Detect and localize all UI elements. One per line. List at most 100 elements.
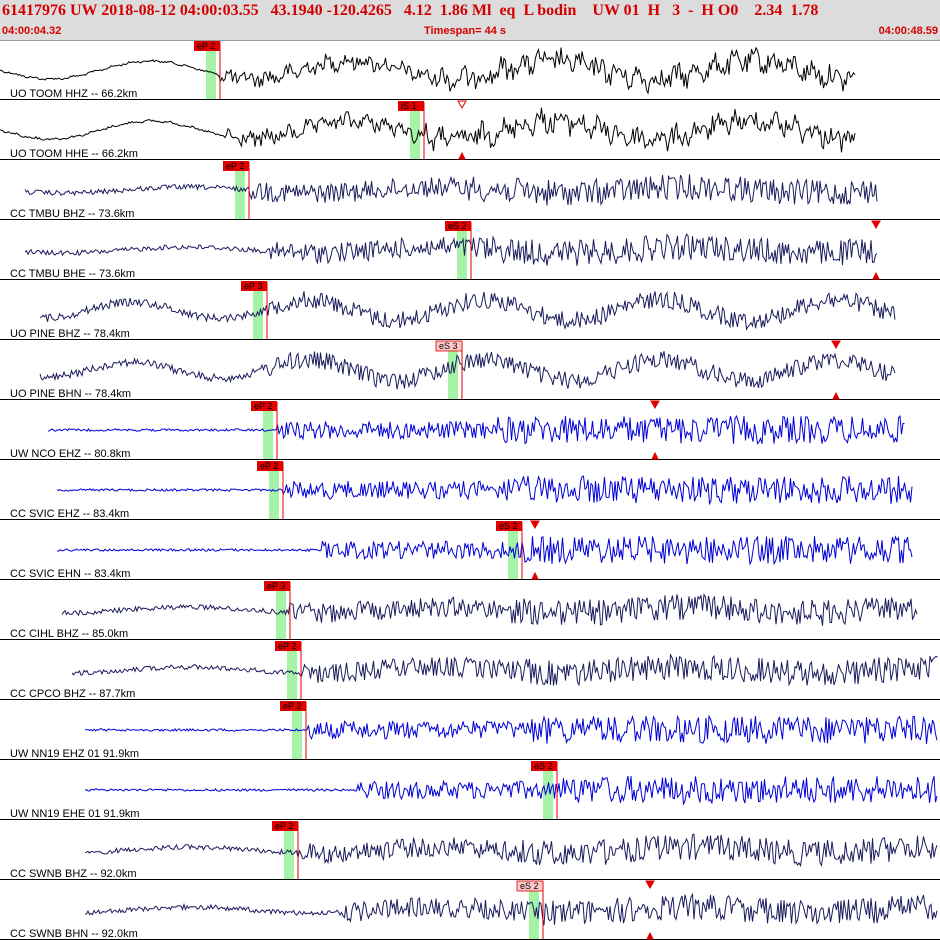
waveform (39, 351, 896, 390)
pick-label: eS 2 (448, 221, 467, 231)
pick-box (257, 461, 283, 471)
triangle-down-icon (645, 880, 655, 890)
waveform (0, 46, 856, 95)
trace-label: CC TMBU BHZ -- 73.6km (10, 208, 134, 220)
trace-label: CC SWNB BHZ -- 92.0km (10, 868, 137, 880)
amplitude-marker[interactable] (831, 340, 841, 400)
amplitude-marker[interactable] (457, 100, 467, 160)
triangle-down-icon (530, 520, 540, 530)
trace-label: CC SVIC EHN -- 83.4km (10, 568, 130, 580)
s-pick[interactable]: eS 3 (435, 340, 463, 399)
pick-box (272, 821, 298, 831)
p-pick[interactable]: eP 2 (223, 161, 250, 219)
pick-box (264, 581, 290, 591)
pick-box (251, 401, 277, 411)
pick-label: eS 3 (439, 341, 458, 351)
window-band (276, 588, 286, 640)
window-band (410, 108, 420, 160)
trace-panel[interactable]: UO TOOM HHZ -- 66.2km eP 2 UO TOOM HHE -- … (0, 40, 940, 940)
triangle-down-icon (650, 400, 660, 410)
pick-label: eP 2 (278, 641, 296, 651)
trace-label: CC CIHL BHZ -- 85.0km (10, 628, 128, 640)
amplitude-marker[interactable] (650, 400, 660, 460)
timespan: Timespan= 44 s (424, 25, 507, 37)
trace-rows: UO TOOM HHZ -- 66.2km eP 2 UO TOOM HHE -- … (0, 41, 940, 940)
pick-box (496, 521, 522, 531)
pick-label: iS 1 (401, 101, 417, 111)
p-pick[interactable]: eP 2 (275, 641, 302, 699)
window-band (263, 408, 273, 460)
pick-label: eS 2 (520, 881, 539, 891)
p-pick[interactable]: eP 3 (264, 581, 291, 639)
pick-box (516, 880, 544, 892)
waveform (84, 714, 938, 745)
window-band-layer (206, 48, 553, 940)
waveform (84, 833, 938, 868)
pick-box (275, 641, 301, 651)
window-band (292, 708, 302, 760)
amplitude-marker[interactable] (871, 220, 881, 280)
waveform (24, 233, 878, 266)
s-pick[interactable]: eS 2 (531, 761, 558, 819)
p-pick[interactable]: eP 2 (257, 461, 284, 519)
window-band (457, 228, 467, 280)
start-time: 04:00:04.32 (2, 25, 62, 37)
triangle-down-icon (457, 100, 467, 110)
pick-box (223, 161, 249, 171)
pick-label: eP 3 (244, 281, 262, 291)
triangle-up-icon (832, 391, 840, 400)
trace-label: UO TOOM HHZ -- 66.2km (10, 88, 137, 100)
amplitude-marker[interactable] (530, 520, 540, 580)
pick-label: eS 2 (499, 521, 518, 531)
p-pick[interactable]: eP 2 (280, 701, 307, 759)
window-band (448, 348, 458, 400)
trace-label: CC SWNB BHN -- 92.0km (10, 928, 138, 940)
pick-label: eS 2 (534, 761, 553, 771)
p-pick[interactable]: eP 2 (251, 401, 278, 459)
trace-label: UW NN19 EHZ 01 91.9km (10, 748, 139, 760)
pick-label: eP 2 (283, 701, 301, 711)
p-pick[interactable]: eP 2 (194, 41, 221, 99)
triangle-up-icon (651, 451, 659, 460)
waveform (84, 775, 938, 806)
triangle-up-icon (646, 931, 654, 940)
s-pick[interactable]: eS 2 (516, 880, 544, 939)
window-band (235, 168, 245, 220)
pick-label: eP 2 (226, 161, 244, 171)
amplitude-marker[interactable] (645, 880, 655, 940)
waveform (0, 107, 856, 153)
triangle-up-icon (872, 271, 880, 280)
trace-label: UW NN19 EHE 01 91.9km (10, 808, 140, 820)
pick-box (398, 101, 424, 111)
trace-label: CC SVIC EHZ -- 83.4km (10, 508, 129, 520)
seismogram-header: 61417976 UW 2018-08-12 04:00:03.55 43.19… (0, 0, 940, 41)
s-pick[interactable]: eS 2 (496, 521, 523, 579)
pick-box (241, 281, 267, 291)
p-pick[interactable]: eP 2 (272, 821, 299, 879)
s-pick[interactable]: eS 2 (445, 221, 472, 279)
window-band (543, 768, 553, 820)
waveform (24, 174, 878, 207)
window-band (206, 48, 216, 100)
trace-label: UO PINE BHZ -- 78.4km (10, 328, 130, 340)
window-band (529, 888, 539, 940)
window-band (269, 468, 279, 520)
waveform (71, 653, 938, 687)
s-pick[interactable]: iS 1 (398, 101, 425, 159)
pick-label: eP 2 (197, 41, 215, 51)
pick-box (280, 701, 306, 711)
p-pick[interactable]: eP 3 (241, 281, 268, 339)
triangle-down-icon (871, 220, 881, 230)
waveform (47, 414, 905, 445)
pick-box (435, 340, 463, 352)
window-band (287, 648, 297, 700)
trace-label: CC TMBU BHE -- 73.6km (10, 268, 135, 280)
pick-label: eP 2 (254, 401, 272, 411)
pick-label: eP 2 (260, 461, 278, 471)
triangle-up-icon (458, 151, 466, 160)
event-summary: 61417976 UW 2018-08-12 04:00:03.55 43.19… (2, 2, 819, 19)
pick-label: eP 2 (275, 821, 293, 831)
trace-label: CC CPCO BHZ -- 87.7km (10, 688, 135, 700)
trace-label: UO TOOM HHE -- 66.2km (10, 148, 138, 160)
trace-label: UO PINE BHN -- 78.4km (10, 388, 131, 400)
